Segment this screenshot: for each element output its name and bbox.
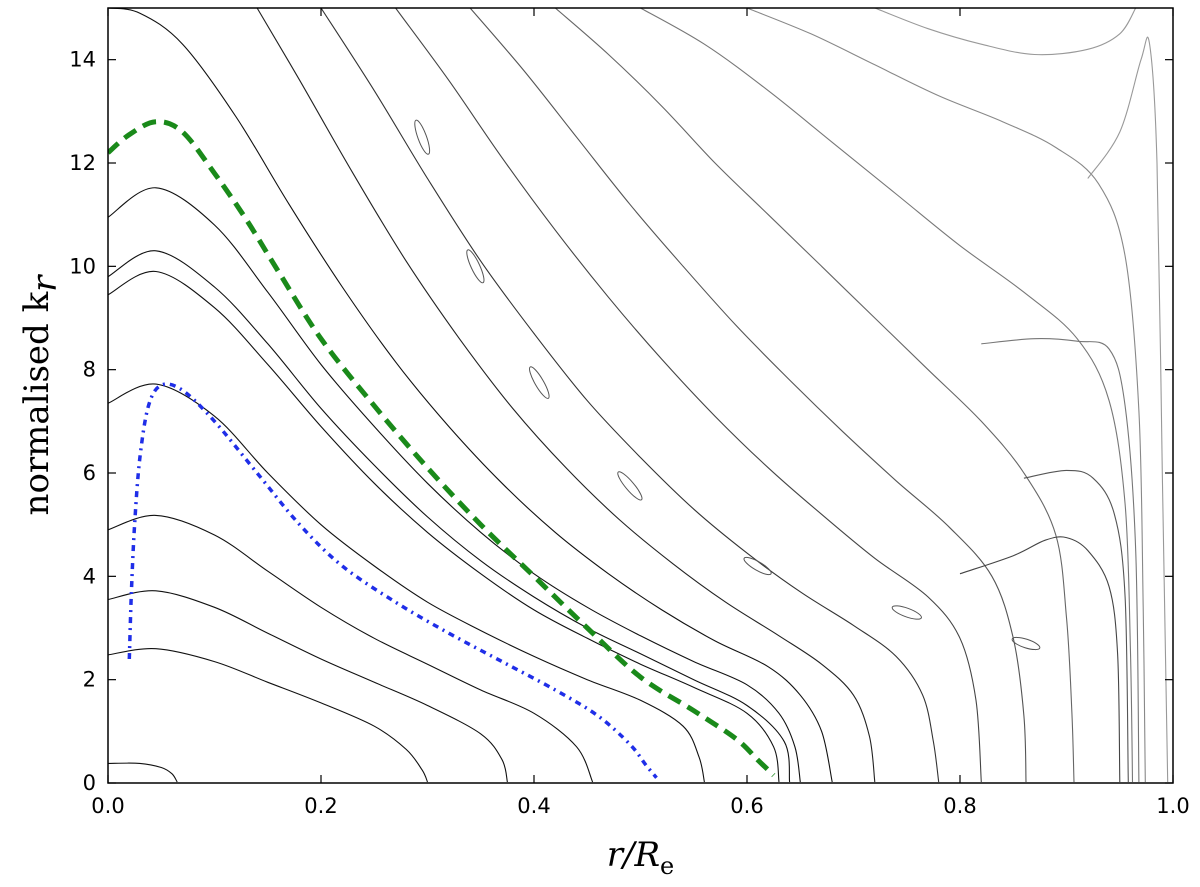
contour-line-14 [554, 8, 1075, 783]
x-tick-label: 0.0 [91, 794, 124, 818]
contour-line-5 [108, 383, 705, 783]
contour-line-16 [746, 8, 1146, 783]
x-tick-label: 0.6 [730, 794, 763, 818]
y-tick-label: 8 [83, 358, 96, 382]
x-tick-label: 1.0 [1156, 794, 1189, 818]
island-orbit-3 [529, 366, 550, 399]
contour-line-3 [108, 590, 508, 783]
contour-line-13 [469, 8, 1027, 783]
contour-line-4 [108, 514, 594, 783]
contour-line-20 [981, 338, 1140, 783]
plot-content [108, 8, 1169, 783]
contour-line-12 [395, 8, 982, 783]
contour-line-2 [108, 648, 429, 783]
y-tick-label: 6 [83, 461, 96, 485]
x-tick-label: 0.2 [304, 794, 337, 818]
y-tick-label: 2 [83, 668, 96, 692]
contour-line-9 [108, 8, 833, 783]
island-orbit-5 [743, 556, 772, 576]
contour-line-1 [108, 762, 178, 783]
y-axis-title-main: normalised k [17, 291, 57, 515]
y-axis-title: normalised kr [17, 274, 65, 516]
island-orbit-2 [466, 249, 485, 284]
contour-line-18 [959, 536, 1121, 783]
contour-line-15 [640, 8, 1134, 783]
green-dashed-series [108, 119, 776, 778]
contour-line-7 [108, 250, 791, 783]
contour-line-21 [1087, 36, 1169, 783]
island-orbit-4 [617, 471, 643, 501]
y-tick-label: 4 [83, 564, 96, 588]
contour-line-17 [874, 8, 1137, 56]
plot-frame [107, 7, 1174, 784]
y-tick-label: 12 [69, 151, 96, 175]
island-orbit-6 [891, 605, 922, 620]
island-orbit-7 [1011, 636, 1041, 651]
contour-line-6 [108, 270, 780, 783]
x-tick-label: 0.8 [943, 794, 976, 818]
y-tick-label: 10 [69, 254, 96, 278]
x-axis-title-sub: e [660, 852, 674, 880]
y-tick-label: 0 [83, 771, 96, 795]
contour-line-8 [108, 187, 801, 783]
blue-dashdot-series [127, 382, 658, 779]
axis-ticks: 0.0 0.2 0.4 0.6 0.8 1.0 0 2 4 6 8 10 12 14 [69, 8, 1190, 818]
x-axis-title: r/Re [607, 835, 675, 880]
island-orbit-1 [414, 119, 431, 155]
x-axis-title-main: r/R [607, 835, 660, 875]
y-tick-label: 14 [69, 48, 96, 72]
contour-line-19 [1023, 469, 1129, 783]
x-tick-label: 0.4 [517, 794, 550, 818]
contour-line-10 [256, 8, 876, 783]
y-axis-title-sub: r [25, 274, 65, 292]
contour-line-11 [320, 8, 940, 783]
